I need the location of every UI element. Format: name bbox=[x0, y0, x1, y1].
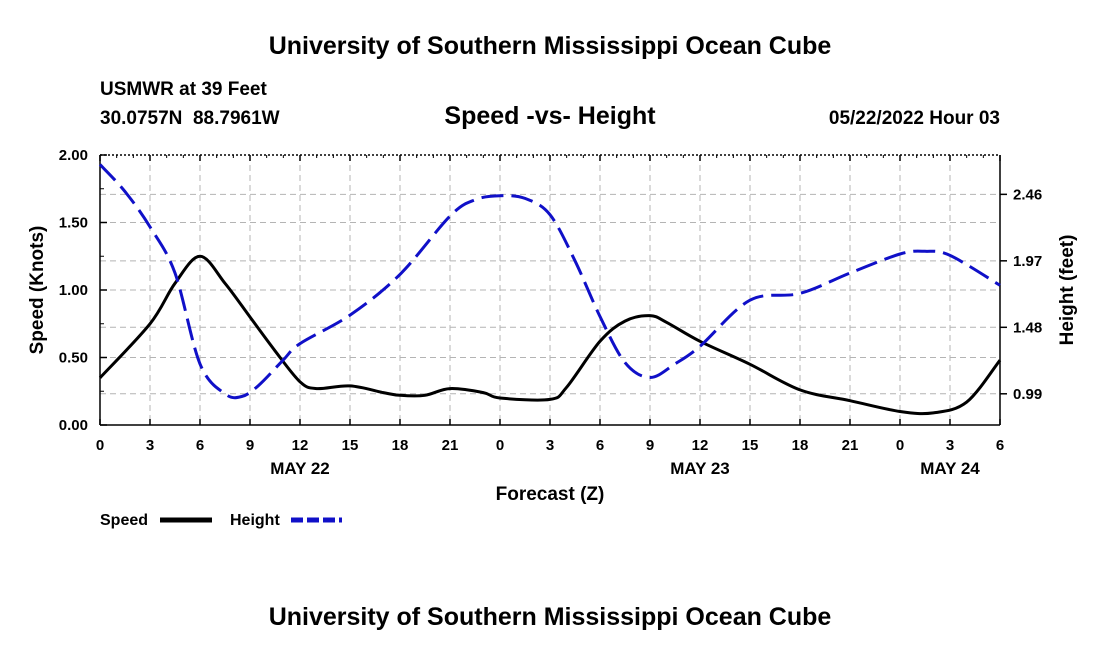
x-tick-label: 6 bbox=[996, 437, 1004, 454]
x-tick-label: 12 bbox=[692, 437, 709, 454]
x-tick-label: 3 bbox=[146, 437, 154, 454]
date-label: MAY 22 bbox=[270, 459, 330, 478]
x-tick-label: 3 bbox=[546, 437, 554, 454]
y-tick-label: 2.00 bbox=[59, 147, 88, 164]
y2-axis-title: Height (feet) bbox=[1057, 235, 1078, 346]
date-label: MAY 23 bbox=[670, 459, 730, 478]
legend: Speed Height bbox=[100, 512, 342, 529]
station-coordinates: 30.0757N 88.7961W bbox=[100, 108, 280, 129]
x-tick-label: 9 bbox=[246, 437, 254, 454]
x-tick-label: 21 bbox=[842, 437, 859, 454]
y-tick-label: 0.50 bbox=[59, 350, 88, 367]
axis-layer: 0 3 6 9 12 15 18 21 0 3 6 9 12 15 18 21 0 3 6 MAY 22 MAY 23 M… bbox=[59, 147, 1042, 478]
y2-tick-label: 1.97 bbox=[1013, 253, 1042, 270]
legend-height-label: Height bbox=[230, 512, 280, 529]
x-tick-label: 0 bbox=[96, 437, 104, 454]
forecast-timestamp: 05/22/2022 Hour 03 bbox=[829, 108, 1000, 129]
y2-tick-label: 0.99 bbox=[1013, 386, 1042, 403]
x-tick-label: 15 bbox=[742, 437, 759, 454]
y-tick-label: 0.00 bbox=[59, 417, 88, 434]
x-tick-label: 21 bbox=[442, 437, 459, 454]
x-tick-label: 9 bbox=[646, 437, 654, 454]
y2-tick-label: 1.48 bbox=[1013, 319, 1042, 336]
x-tick-label: 0 bbox=[896, 437, 904, 454]
chart-subtitle: Speed -vs- Height bbox=[444, 102, 656, 130]
chart-title: University of Southern Mississippi Ocean… bbox=[269, 32, 832, 60]
x-tick-label: 0 bbox=[496, 437, 504, 454]
series-layer bbox=[98, 163, 1002, 416]
x-tick-label: 18 bbox=[392, 437, 409, 454]
x-tick-label: 12 bbox=[292, 437, 309, 454]
x-tick-label: 18 bbox=[792, 437, 809, 454]
y-tick-label: 1.00 bbox=[59, 282, 88, 299]
y2-tick-label: 2.46 bbox=[1013, 186, 1042, 203]
x-tick-label: 3 bbox=[946, 437, 954, 454]
series-line-speed bbox=[98, 254, 1002, 416]
date-label: MAY 24 bbox=[920, 459, 980, 478]
grid-layer bbox=[100, 155, 1000, 425]
x-tick-label: 15 bbox=[342, 437, 359, 454]
footer-title: University of Southern Mississippi Ocean… bbox=[269, 603, 832, 631]
y-axis-title: Speed (Knots) bbox=[27, 226, 48, 355]
x-tick-label: 6 bbox=[196, 437, 204, 454]
legend-speed-label: Speed bbox=[100, 512, 148, 529]
series-line-height bbox=[98, 163, 1001, 400]
x-tick-label: 6 bbox=[596, 437, 604, 454]
station-label: USMWR at 39 Feet bbox=[100, 79, 267, 100]
y-tick-label: 1.50 bbox=[59, 215, 88, 232]
x-axis-title: Forecast (Z) bbox=[496, 484, 605, 505]
